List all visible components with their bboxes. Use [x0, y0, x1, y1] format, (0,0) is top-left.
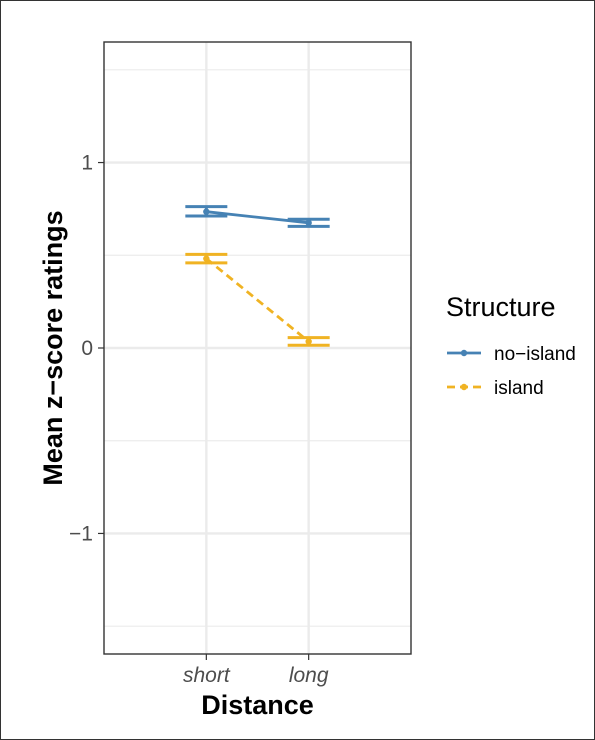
series-line: [206, 210, 309, 225]
y-tick-label: 0: [81, 337, 93, 360]
series-line: [205, 257, 310, 343]
legend-item: island: [447, 378, 544, 399]
legend: Structure no−island island: [446, 292, 576, 399]
legend-item: no−island: [447, 344, 576, 365]
series-1: [185, 252, 330, 347]
series-0: [185, 205, 330, 228]
x-axis-title: Distance: [201, 690, 314, 720]
legend-key-point: [460, 383, 468, 391]
series-layer: [185, 205, 330, 347]
data-point: [305, 219, 312, 227]
data-point: [203, 208, 210, 215]
data-point: [305, 338, 312, 345]
y-tick-label: −1: [69, 522, 93, 545]
legend-label: no−island: [494, 344, 576, 365]
data-point: [203, 255, 210, 262]
x-tick-label: long: [289, 664, 329, 687]
y-axis-title: Mean z−score ratings: [38, 210, 68, 485]
x-tick-label: short: [183, 664, 231, 687]
legend-label: island: [494, 378, 544, 399]
grid: [104, 42, 411, 654]
y-tick-label: 1: [81, 152, 93, 175]
axes: 1 0 −1 short long: [69, 152, 329, 687]
legend-key-point: [460, 349, 468, 357]
legend-title: Structure: [446, 292, 556, 322]
legend-items: no−island island: [447, 344, 576, 399]
